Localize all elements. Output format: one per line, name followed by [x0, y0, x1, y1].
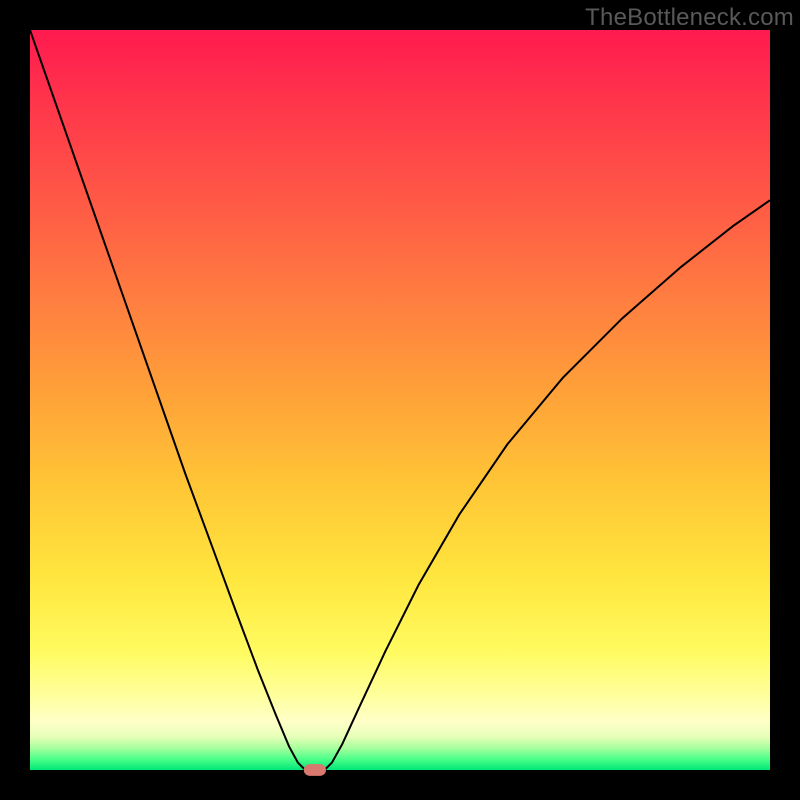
watermark-text: TheBottleneck.com	[585, 4, 794, 32]
optimal-marker	[304, 764, 326, 776]
chart-container: TheBottleneck.com	[0, 0, 800, 800]
bottleneck-chart	[0, 0, 800, 800]
plot-gradient-background	[30, 30, 770, 770]
